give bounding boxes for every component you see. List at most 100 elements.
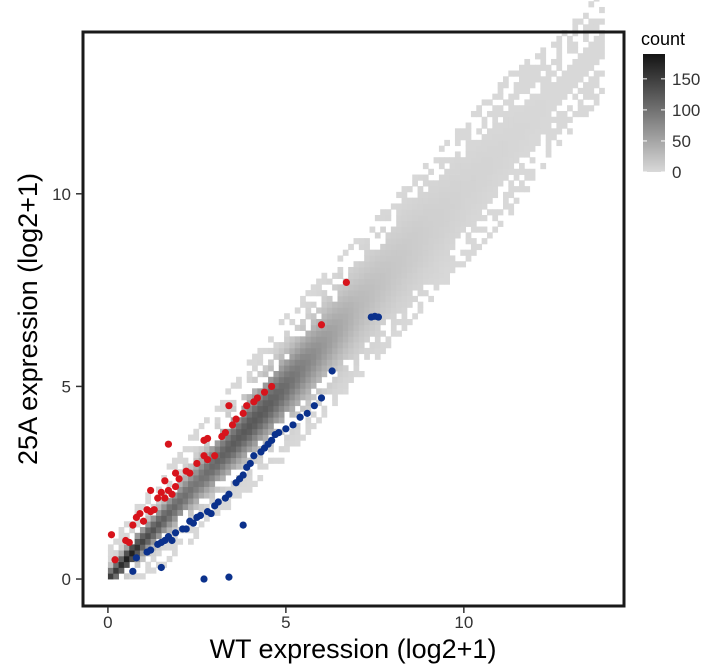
density-bin xyxy=(193,475,200,482)
density-bin xyxy=(204,492,210,499)
density-bin xyxy=(278,347,285,355)
density-bin xyxy=(358,243,365,251)
density-bin xyxy=(268,394,274,401)
density-bin xyxy=(551,128,557,135)
density-bin xyxy=(465,203,472,210)
density-bin xyxy=(294,336,301,343)
density-bin xyxy=(401,232,408,239)
density-bin xyxy=(150,527,157,534)
density-bin xyxy=(438,203,445,210)
density-bin xyxy=(220,405,226,412)
down-point xyxy=(132,554,140,562)
density-bin xyxy=(454,191,461,199)
density-bin xyxy=(406,278,413,285)
density-bin xyxy=(583,35,589,43)
density-bin xyxy=(385,209,392,216)
density-bin xyxy=(326,353,333,360)
density-bin xyxy=(438,238,445,245)
density-bin xyxy=(241,405,248,412)
density-bin xyxy=(551,82,557,89)
density-bin xyxy=(145,561,152,568)
density-bin xyxy=(433,191,440,199)
density-bin xyxy=(396,220,402,227)
density-bin xyxy=(396,243,402,251)
density-bin xyxy=(497,110,504,118)
density-bin xyxy=(476,128,483,135)
density-bin xyxy=(454,214,461,222)
y-tick-label: 0 xyxy=(62,570,71,589)
density-bin xyxy=(433,249,440,256)
density-bin xyxy=(310,353,317,360)
density-bin xyxy=(321,278,328,285)
density-bin xyxy=(155,532,162,539)
density-bin xyxy=(337,284,344,291)
density-bin xyxy=(535,70,541,77)
density-bin xyxy=(252,405,258,412)
density-bin xyxy=(342,371,349,378)
density-bin xyxy=(492,226,499,233)
density-bin xyxy=(273,417,280,424)
density-bin xyxy=(241,457,248,464)
density-bin xyxy=(502,110,509,118)
density-bin xyxy=(481,116,488,123)
density-bin xyxy=(348,313,354,320)
density-bin xyxy=(588,47,595,54)
density-bin xyxy=(273,399,280,407)
density-bin xyxy=(519,122,525,129)
up-point xyxy=(186,469,194,477)
density-bin xyxy=(396,319,402,326)
legend-label: 0 xyxy=(672,163,681,182)
density-bin xyxy=(460,174,467,181)
density-bin xyxy=(155,561,162,568)
density-bin xyxy=(444,139,450,147)
density-bin xyxy=(454,220,461,227)
density-bin xyxy=(348,342,354,349)
density-bin xyxy=(433,226,440,233)
density-bin xyxy=(166,515,173,522)
density-bin xyxy=(561,116,568,123)
density-bin xyxy=(257,463,264,470)
density-bin xyxy=(305,405,312,412)
density-bin xyxy=(342,365,349,372)
density-bin xyxy=(353,330,360,337)
density-bin xyxy=(193,486,200,493)
density-bin xyxy=(529,116,536,123)
density-bin xyxy=(465,122,472,129)
density-bin xyxy=(257,457,264,464)
density-bin xyxy=(572,47,579,54)
density-bin xyxy=(316,330,322,337)
density-bin xyxy=(300,388,306,395)
density-bin xyxy=(380,313,386,320)
density-bin xyxy=(417,278,424,285)
density-bin xyxy=(374,347,381,355)
density-bin xyxy=(326,324,333,331)
density-bin xyxy=(209,457,216,464)
density-bin xyxy=(497,134,504,141)
density-bin xyxy=(262,371,269,378)
density-bin xyxy=(492,214,499,222)
density-bin xyxy=(577,58,584,66)
density-bin xyxy=(465,214,472,222)
density-bin xyxy=(188,509,194,516)
density-bin xyxy=(246,399,253,407)
density-bin xyxy=(481,157,488,164)
density-bin xyxy=(348,301,354,308)
density-bin xyxy=(449,261,456,268)
density-bin xyxy=(572,18,579,25)
density-bin xyxy=(476,197,483,204)
density-bin xyxy=(417,238,424,245)
density-bin xyxy=(305,382,312,389)
density-bin xyxy=(209,480,216,487)
density-bin xyxy=(454,203,461,210)
density-bin xyxy=(502,151,509,158)
density-bin xyxy=(204,440,210,447)
density-bin xyxy=(593,82,600,89)
up-point xyxy=(228,421,237,429)
density-bin xyxy=(396,290,402,297)
density-bin xyxy=(449,203,456,210)
density-bin xyxy=(401,186,408,193)
density-bin xyxy=(374,295,381,303)
density-bin xyxy=(268,446,274,453)
density-bin xyxy=(524,128,531,135)
density-bin xyxy=(401,307,408,314)
